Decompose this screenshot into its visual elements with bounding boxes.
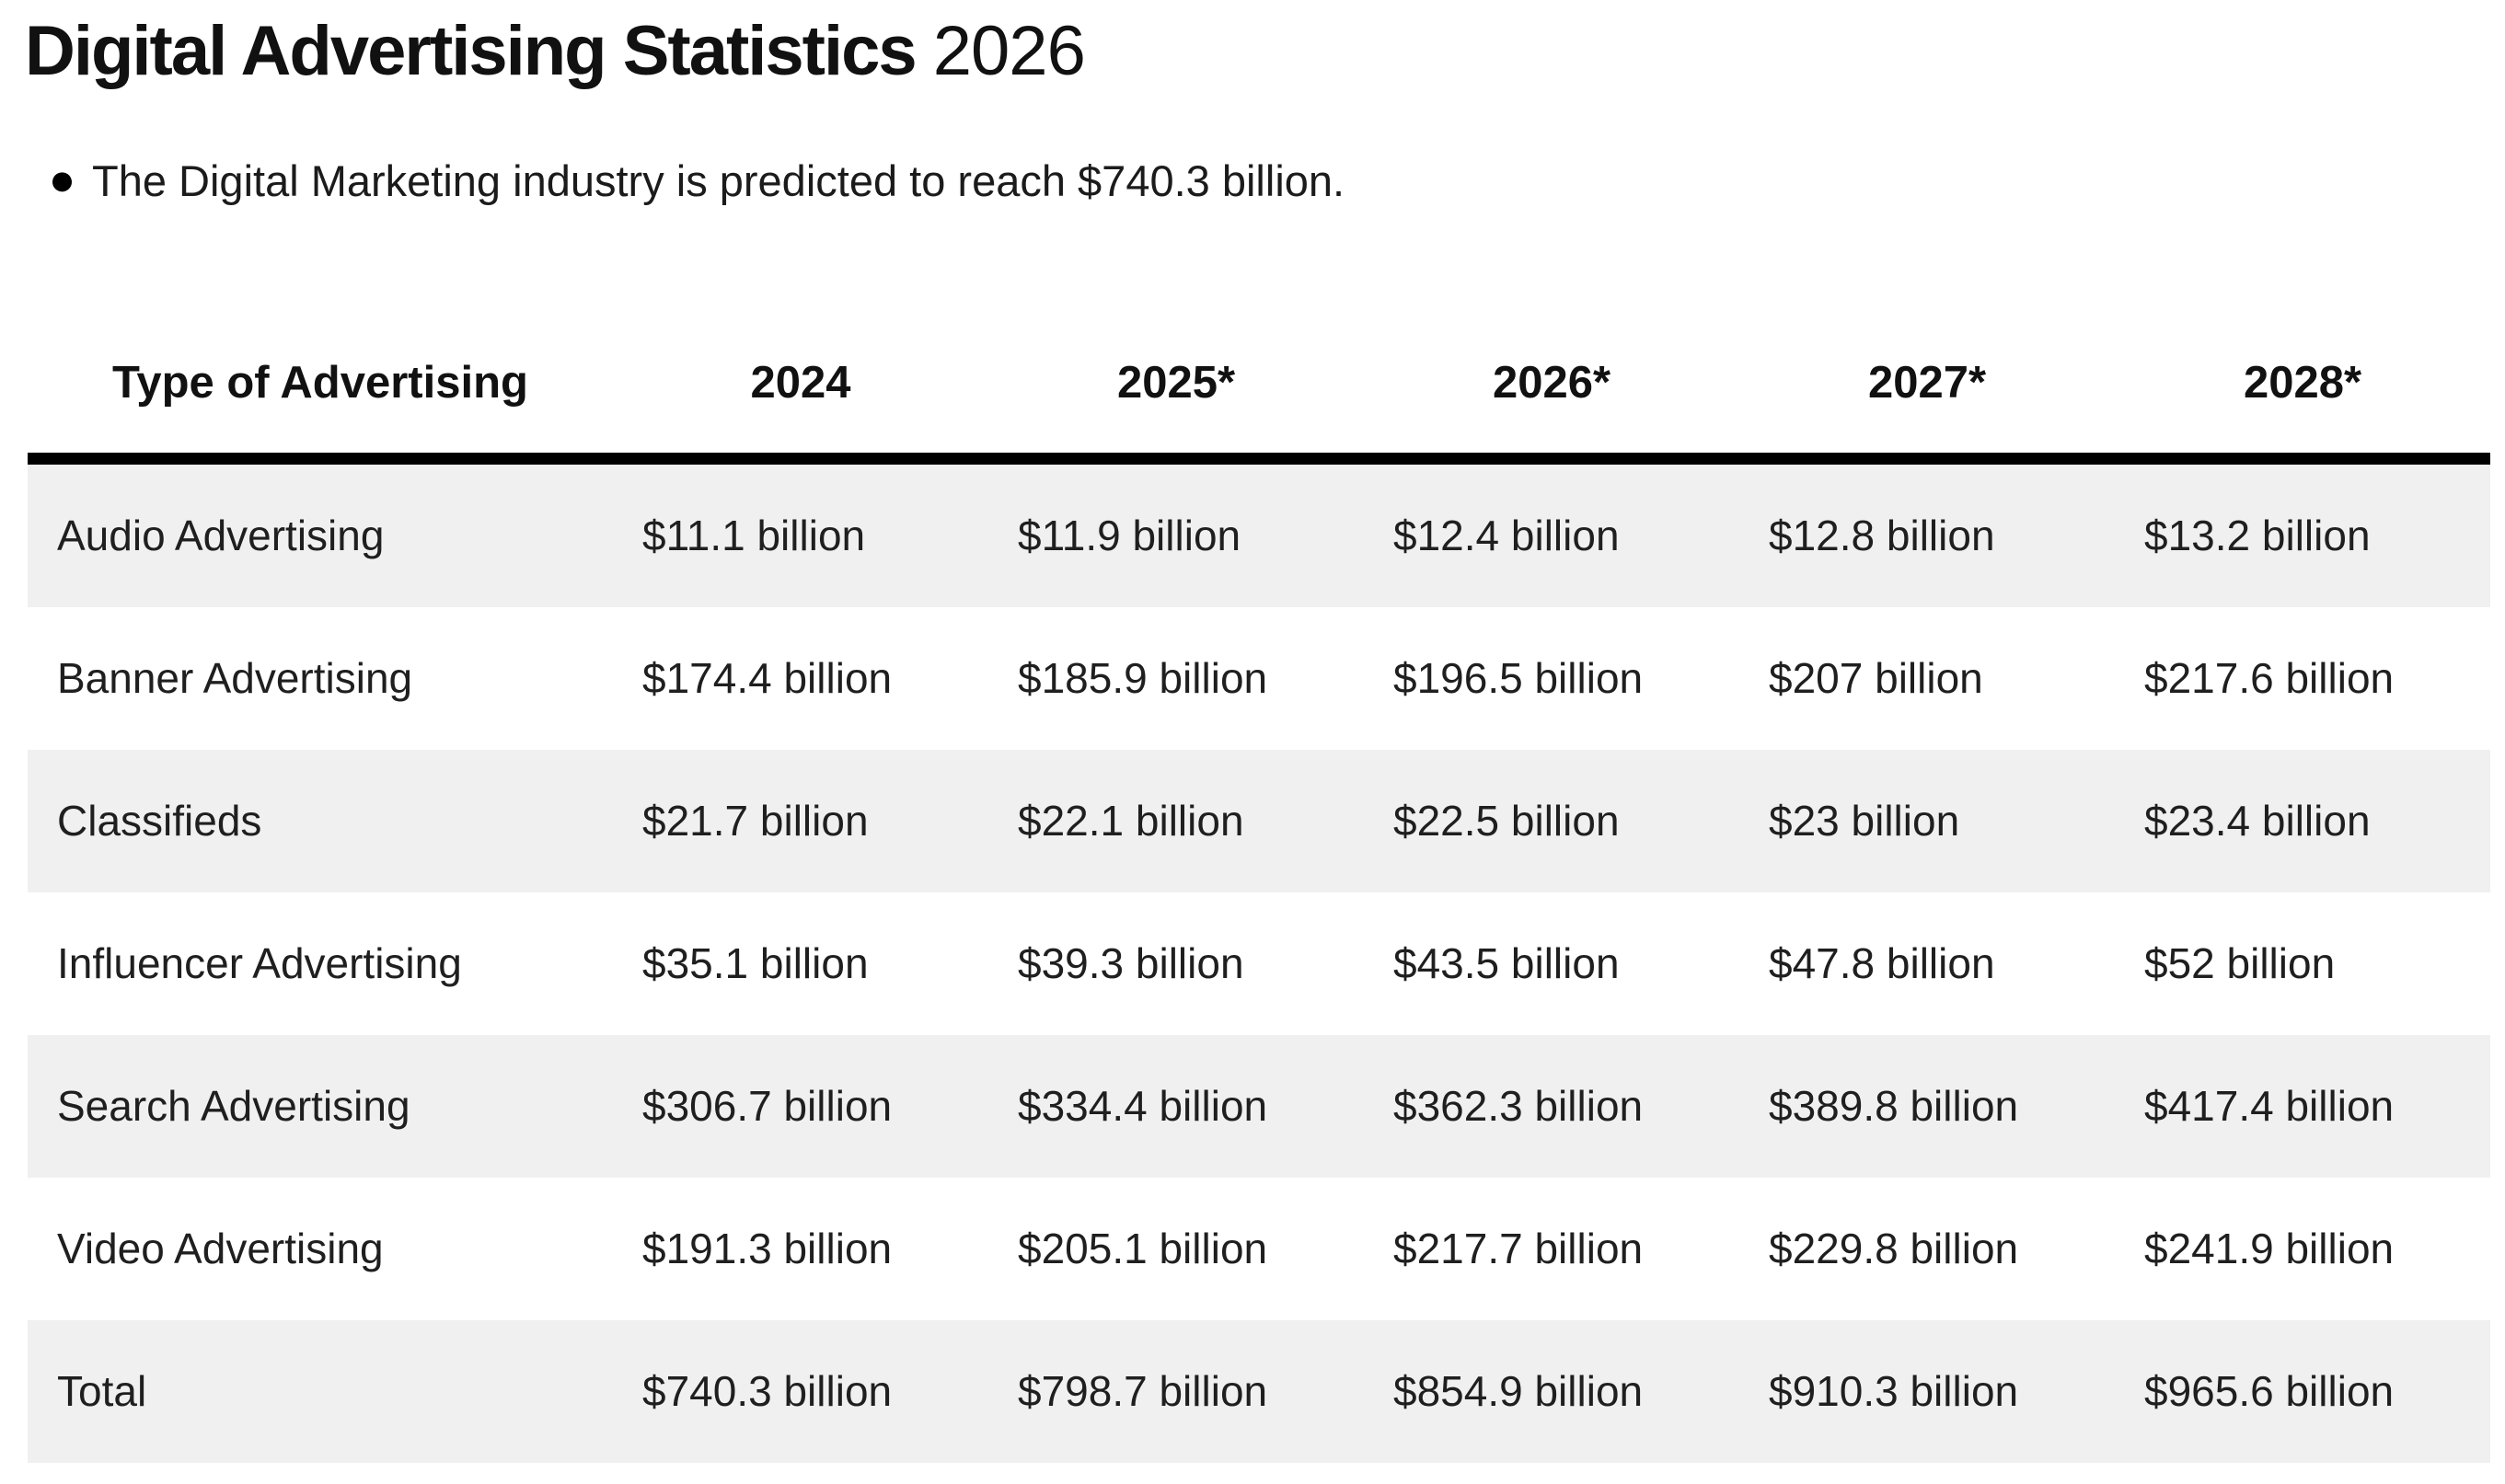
value-cell: $191.3 billion bbox=[613, 1177, 988, 1320]
value-cell: $23.4 billion bbox=[2115, 749, 2490, 892]
value-cell: $174.4 billion bbox=[613, 606, 988, 750]
value-cell: $854.9 billion bbox=[1364, 1319, 1739, 1463]
bullet-icon bbox=[52, 172, 72, 192]
column-header-2024: 2024 bbox=[613, 316, 988, 465]
row-label-cell: Banner Advertising bbox=[28, 606, 613, 750]
table-row-audio: Audio Advertising $11.1 billion $11.9 bi… bbox=[28, 458, 2490, 607]
row-label-cell: Total bbox=[28, 1319, 613, 1463]
value-cell: $12.8 billion bbox=[1739, 458, 2115, 607]
value-cell: $229.8 billion bbox=[1739, 1177, 2115, 1320]
value-cell: $217.7 billion bbox=[1364, 1177, 1739, 1320]
value-cell: $207 billion bbox=[1739, 606, 2115, 750]
column-header-2026: 2026* bbox=[1364, 316, 1739, 465]
summary-text: The Digital Marketing industry is predic… bbox=[92, 156, 1345, 206]
table-row-total: Total $740.3 billion $798.7 billion $854… bbox=[28, 1319, 2490, 1463]
value-cell: $740.3 billion bbox=[613, 1319, 988, 1463]
value-cell: $910.3 billion bbox=[1739, 1319, 2115, 1463]
value-cell: $12.4 billion bbox=[1364, 458, 1739, 607]
column-header-2025: 2025* bbox=[988, 316, 1364, 465]
value-cell: $22.5 billion bbox=[1364, 749, 1739, 892]
page-title-text: Digital Advertising Statistics bbox=[25, 12, 918, 90]
summary-list: The Digital Marketing industry is predic… bbox=[0, 155, 2505, 207]
value-cell: $11.1 billion bbox=[613, 458, 988, 607]
column-header-type: Type of Advertising bbox=[28, 316, 613, 465]
value-cell: $306.7 billion bbox=[613, 1034, 988, 1178]
row-label-cell: Search Advertising bbox=[28, 1034, 613, 1178]
page-title-year: 2026 bbox=[932, 12, 1086, 90]
row-label-cell: Influencer Advertising bbox=[28, 892, 613, 1035]
row-label-cell: Video Advertising bbox=[28, 1177, 613, 1320]
table-row-video: Video Advertising $191.3 billion $205.1 … bbox=[28, 1177, 2490, 1320]
value-cell: $39.3 billion bbox=[988, 892, 1364, 1035]
value-cell: $217.6 billion bbox=[2115, 606, 2490, 750]
value-cell: $185.9 billion bbox=[988, 606, 1364, 750]
value-cell: $362.3 billion bbox=[1364, 1034, 1739, 1178]
summary-item: The Digital Marketing industry is predic… bbox=[0, 155, 2505, 207]
row-label-cell: Classifieds bbox=[28, 749, 613, 892]
table-row-search: Search Advertising $306.7 billion $334.4… bbox=[28, 1034, 2490, 1178]
value-cell: $965.6 billion bbox=[2115, 1319, 2490, 1463]
value-cell: $241.9 billion bbox=[2115, 1177, 2490, 1320]
column-header-2027: 2027* bbox=[1739, 316, 2115, 465]
value-cell: $52 billion bbox=[2115, 892, 2490, 1035]
stats-table: Type of Advertising 2024 2025* 2026* 202… bbox=[28, 316, 2490, 1463]
value-cell: $22.1 billion bbox=[988, 749, 1364, 892]
value-cell: $196.5 billion bbox=[1364, 606, 1739, 750]
page-title: Digital Advertising Statistics 2026 bbox=[25, 9, 2505, 93]
value-cell: $11.9 billion bbox=[988, 458, 1364, 607]
value-cell: $23 billion bbox=[1739, 749, 2115, 892]
value-cell: $35.1 billion bbox=[613, 892, 988, 1035]
value-cell: $205.1 billion bbox=[988, 1177, 1364, 1320]
row-label-cell: Audio Advertising bbox=[28, 458, 613, 607]
column-header-2028: 2028* bbox=[2115, 316, 2490, 465]
table-header-row: Type of Advertising 2024 2025* 2026* 202… bbox=[28, 316, 2490, 465]
value-cell: $47.8 billion bbox=[1739, 892, 2115, 1035]
value-cell: $417.4 billion bbox=[2115, 1034, 2490, 1178]
value-cell: $13.2 billion bbox=[2115, 458, 2490, 607]
table-row-banner: Banner Advertising $174.4 billion $185.9… bbox=[28, 606, 2490, 750]
value-cell: $334.4 billion bbox=[988, 1034, 1364, 1178]
table-row-classifieds: Classifieds $21.7 billion $22.1 billion … bbox=[28, 749, 2490, 892]
value-cell: $21.7 billion bbox=[613, 749, 988, 892]
table-row-influencer: Influencer Advertising $35.1 billion $39… bbox=[28, 892, 2490, 1035]
value-cell: $43.5 billion bbox=[1364, 892, 1739, 1035]
value-cell: $798.7 billion bbox=[988, 1319, 1364, 1463]
value-cell: $389.8 billion bbox=[1739, 1034, 2115, 1178]
